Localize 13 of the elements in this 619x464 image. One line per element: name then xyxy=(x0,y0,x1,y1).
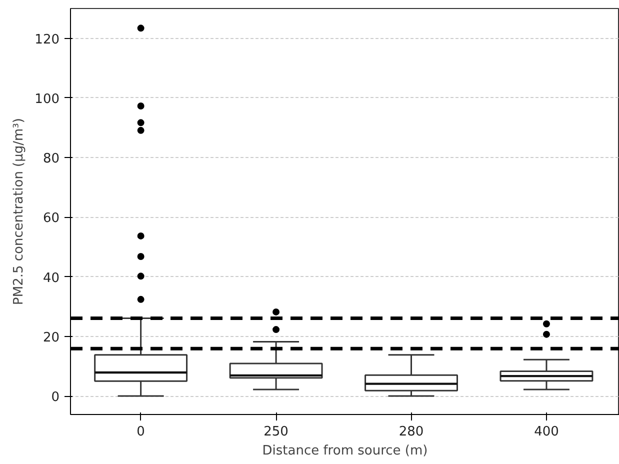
y-tick-label: 80 xyxy=(42,152,60,167)
y-tick-label: 0 xyxy=(51,390,60,406)
y-tick-label: 120 xyxy=(34,32,60,48)
y-axis-title: PM2.5 concentration (µg/m³) xyxy=(12,118,27,305)
y-tick-label: 100 xyxy=(34,92,60,107)
y-tick-label: 40 xyxy=(42,270,60,286)
x-tick-label: 400 xyxy=(534,424,559,440)
x-tick-label: 250 xyxy=(264,424,288,440)
y-tick-label: 60 xyxy=(42,211,60,226)
x-axis-title: Distance from source (m) xyxy=(262,444,428,458)
y-tick-label: 20 xyxy=(42,330,60,346)
x-tick-label: 0 xyxy=(136,424,145,440)
x-tick-label: 280 xyxy=(398,424,424,440)
